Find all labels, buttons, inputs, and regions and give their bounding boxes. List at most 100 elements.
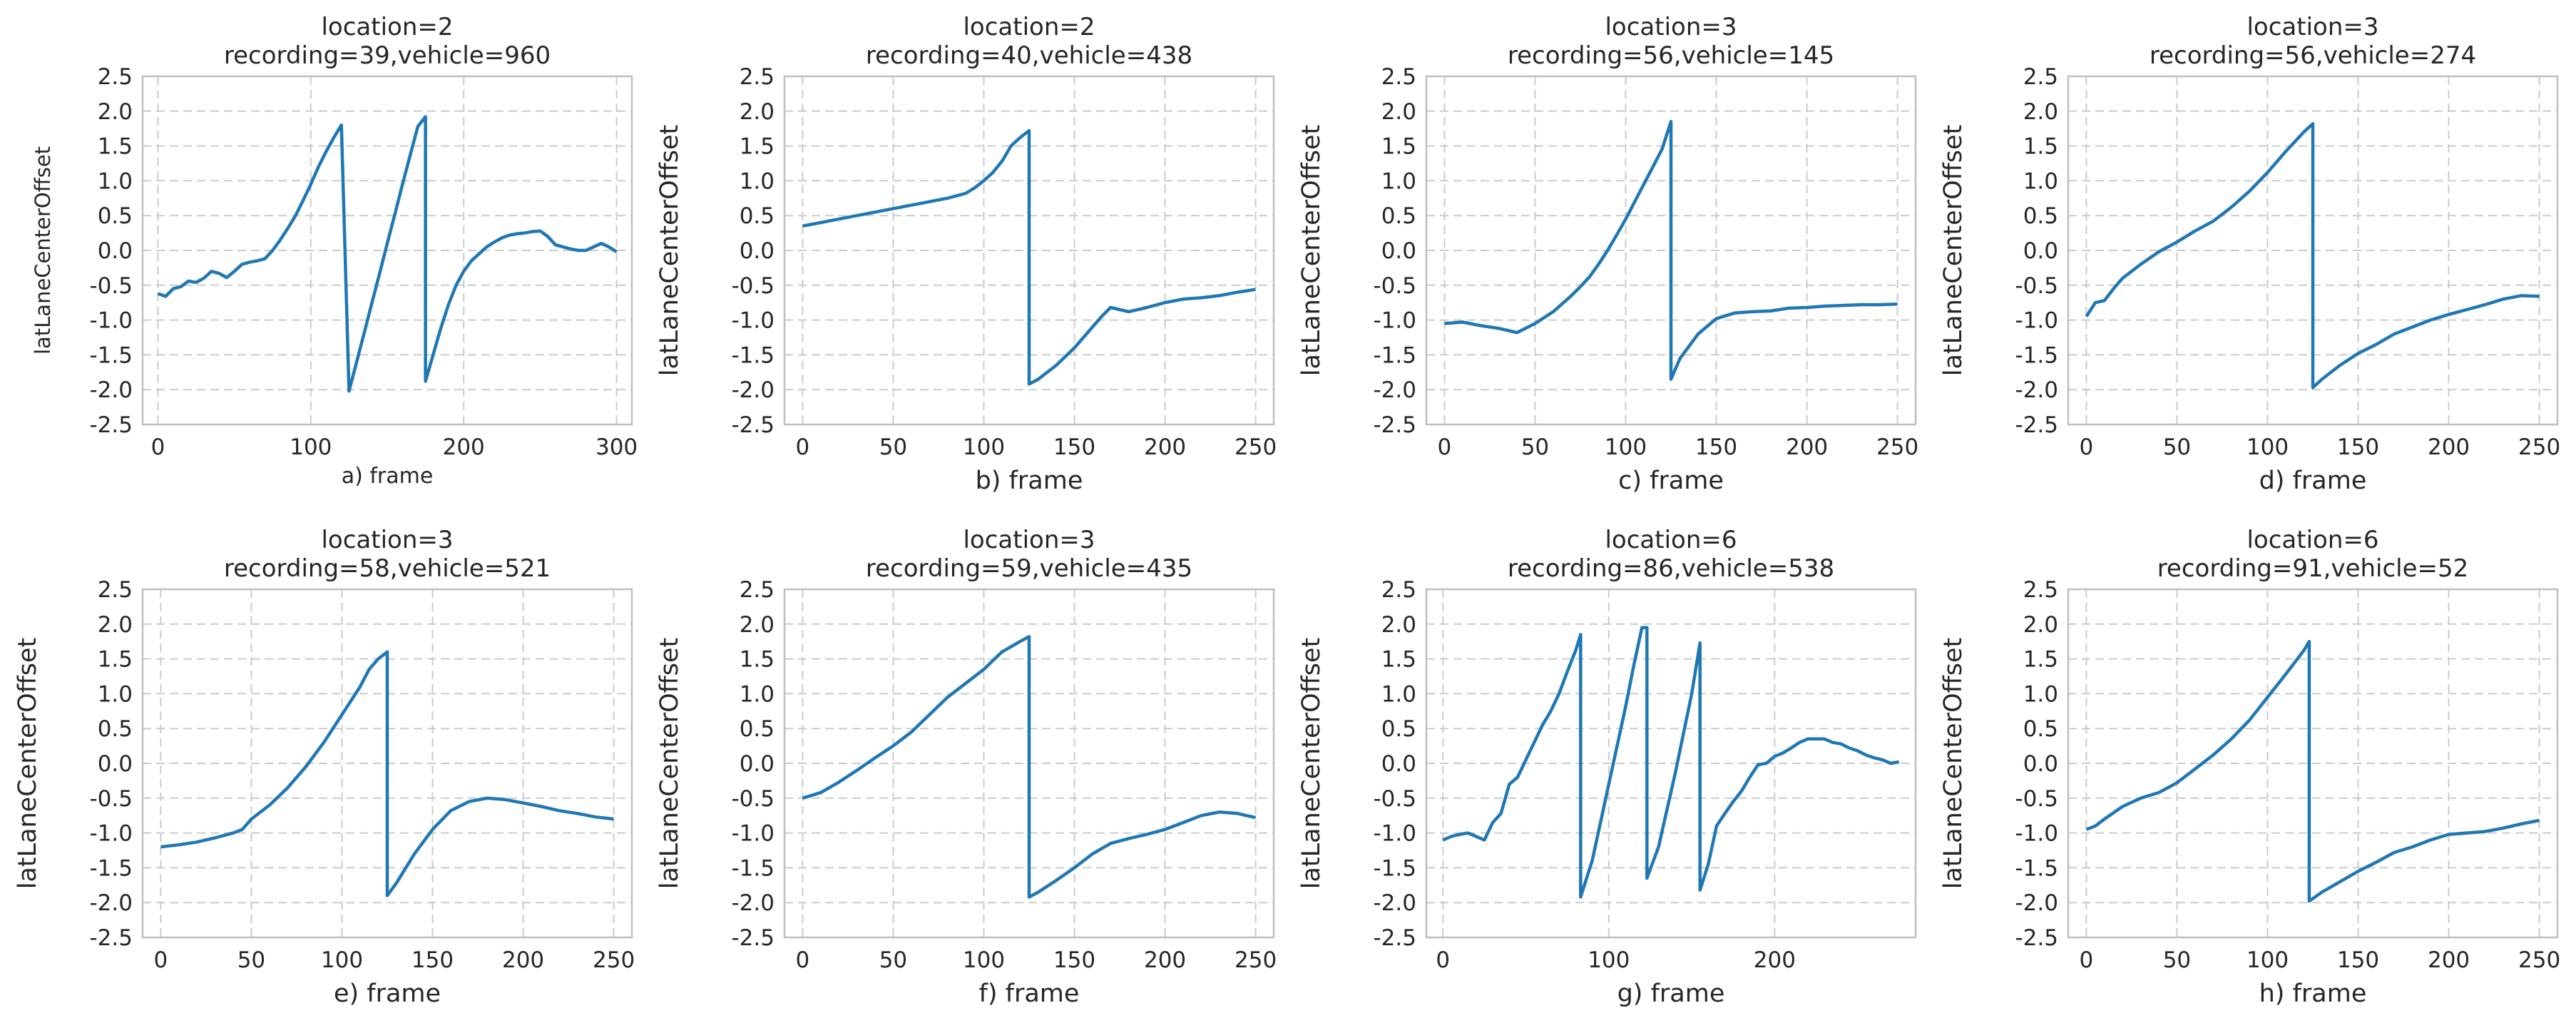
subplot-g: -2.5 -2.0 -1.5 -1.0 -0.5 0.0 0.5 1.0 1.5 2.0 2.5 0 1… — [1297, 526, 1917, 1008]
y-tick-label: -1.5 — [1374, 342, 1417, 368]
y-tick-label: -1.5 — [90, 855, 133, 881]
y-tick-label: 2.5 — [2023, 64, 2058, 90]
y-tick-label: 2.5 — [1381, 64, 1416, 90]
y-axis-label: latLaneCenterOffset — [1297, 638, 1326, 890]
x-tick-label: 0 — [796, 947, 810, 973]
x-tick-label: 150 — [1053, 947, 1095, 973]
y-tick-label: -2.0 — [2015, 377, 2059, 403]
y-tick-label: -0.5 — [732, 273, 775, 299]
y-tick-label: 1.0 — [740, 168, 775, 194]
x-tick-label: 100 — [2247, 434, 2289, 460]
y-tick-label: -1.5 — [732, 855, 775, 881]
y-tick-label: -0.5 — [90, 786, 133, 812]
y-tick-label: -1.5 — [2015, 855, 2059, 881]
y-tick-label: 2.0 — [1381, 99, 1416, 125]
axes-frame — [2067, 588, 2559, 939]
y-tick-label: -1.0 — [1374, 821, 1417, 847]
y-tick-label: 1.5 — [1381, 647, 1416, 673]
y-tick-label: -1.0 — [1374, 308, 1417, 334]
y-tick-label: 1.0 — [1381, 168, 1416, 194]
y-axis-label: latLaneCenterOffset — [14, 638, 42, 890]
y-tick-label: -0.5 — [2015, 786, 2059, 812]
chart-title: location=6 — [1605, 526, 1737, 554]
y-tick-label: 0.0 — [98, 238, 133, 264]
y-tick-label: -2.0 — [1374, 377, 1417, 403]
x-tick-label: 0 — [2080, 947, 2094, 973]
x-tick-label: 100 — [1588, 947, 1630, 973]
y-tick-label: -2.5 — [2015, 412, 2059, 438]
y-axis-label: latLaneCenterOffset — [1939, 125, 1968, 377]
x-tick-label: 250 — [2518, 947, 2560, 973]
y-tick-label: -1.5 — [732, 342, 775, 368]
y-tick-label: 1.0 — [1381, 681, 1416, 707]
y-tick-label: 2.0 — [98, 99, 133, 125]
y-tick-label: -2.5 — [90, 925, 133, 951]
chart-title: location=2 — [321, 13, 453, 41]
x-tick-label: 0 — [1438, 434, 1452, 460]
chart-subtitle: recording=86,vehicle=538 — [1508, 554, 1834, 583]
y-tick-label: -1.5 — [2015, 342, 2059, 368]
series-line — [802, 635, 1257, 899]
y-tick-label: -1.0 — [732, 821, 775, 847]
x-axis-label: c) frame — [1618, 467, 1724, 495]
y-tick-label: 1.5 — [98, 134, 133, 160]
y-tick-label: -2.0 — [732, 890, 775, 916]
subplot-b: -2.5 -2.0 -1.5 -1.0 -0.5 0.0 0.5 1.0 1.5 2.0 2.5 0 5… — [655, 13, 1277, 495]
y-tick-label: 0.5 — [98, 716, 133, 742]
y-tick-label: 1.5 — [740, 647, 775, 673]
subplot-f: -2.5 -2.0 -1.5 -1.0 -0.5 0.0 0.5 1.0 1.5 2.0 2.5 0 5… — [655, 526, 1277, 1008]
chart-title: location=3 — [2247, 13, 2378, 41]
y-tick-label: -2.5 — [1374, 925, 1417, 951]
series-line — [802, 128, 1256, 386]
axes-frame — [141, 75, 633, 426]
series-line — [2085, 122, 2540, 390]
x-tick-label: 100 — [321, 947, 363, 973]
y-tick-label: -2.0 — [2015, 890, 2059, 916]
y-tick-label: 0.0 — [1381, 238, 1416, 264]
chart-subtitle: recording=56,vehicle=274 — [2150, 41, 2476, 70]
y-tick-label: -2.5 — [732, 412, 775, 438]
x-tick-label: 0 — [2080, 434, 2094, 460]
x-tick-label: 50 — [879, 947, 907, 973]
series-line — [1444, 120, 1898, 381]
y-tick-label: 2.0 — [2023, 99, 2058, 125]
y-tick-label: 1.0 — [98, 168, 133, 194]
x-tick-label: 250 — [1235, 947, 1277, 973]
y-tick-label: -0.5 — [1374, 786, 1417, 812]
series-line — [1442, 626, 1900, 899]
y-tick-label: 0.5 — [2023, 716, 2058, 742]
axes-frame — [2067, 75, 2559, 426]
y-tick-label: 0.5 — [98, 203, 133, 229]
y-tick-label: -2.5 — [732, 925, 775, 951]
x-tick-label: 250 — [1876, 434, 1918, 460]
y-tick-label: 2.5 — [740, 577, 775, 603]
y-tick-label: 0.0 — [740, 751, 775, 777]
chart-subtitle: recording=59,vehicle=435 — [866, 554, 1192, 583]
y-tick-label: -1.0 — [90, 821, 133, 847]
subplot-a: -2.5 -2.0 -1.5 -1.0 -0.5 0.0 0.5 1.0 1.5 2.0 2.5 0 1… — [31, 13, 638, 489]
x-tick-label: 200 — [502, 947, 544, 973]
y-tick-label: -0.5 — [1374, 273, 1417, 299]
y-tick-label: -2.0 — [90, 377, 133, 403]
axes-frame — [783, 75, 1275, 426]
x-tick-label: 200 — [1754, 947, 1796, 973]
x-tick-label: 0 — [151, 434, 165, 460]
x-tick-label: 250 — [1235, 434, 1277, 460]
y-tick-label: -2.5 — [90, 412, 133, 438]
axes-frame — [783, 588, 1275, 939]
y-tick-label: -2.5 — [2015, 925, 2059, 951]
x-axis-label: a) frame — [342, 464, 434, 489]
y-tick-label: 1.0 — [98, 681, 133, 707]
chart-subtitle: recording=56,vehicle=145 — [1508, 41, 1834, 70]
chart-subtitle: recording=39,vehicle=960 — [224, 41, 551, 70]
x-tick-label: 50 — [237, 947, 265, 973]
x-axis-label: b) frame — [976, 467, 1083, 495]
subplot-d: -2.5 -2.0 -1.5 -1.0 -0.5 0.0 0.5 1.0 1.5 2.0 2.5 0 5… — [1939, 13, 2560, 495]
y-axis-label: latLaneCenterOffset — [655, 125, 684, 377]
y-tick-label: 1.0 — [2023, 681, 2058, 707]
chart-title: location=3 — [1605, 13, 1737, 41]
y-tick-label: -2.5 — [1374, 412, 1417, 438]
axes-frame — [1425, 588, 1917, 939]
y-tick-label: -1.5 — [90, 342, 133, 368]
